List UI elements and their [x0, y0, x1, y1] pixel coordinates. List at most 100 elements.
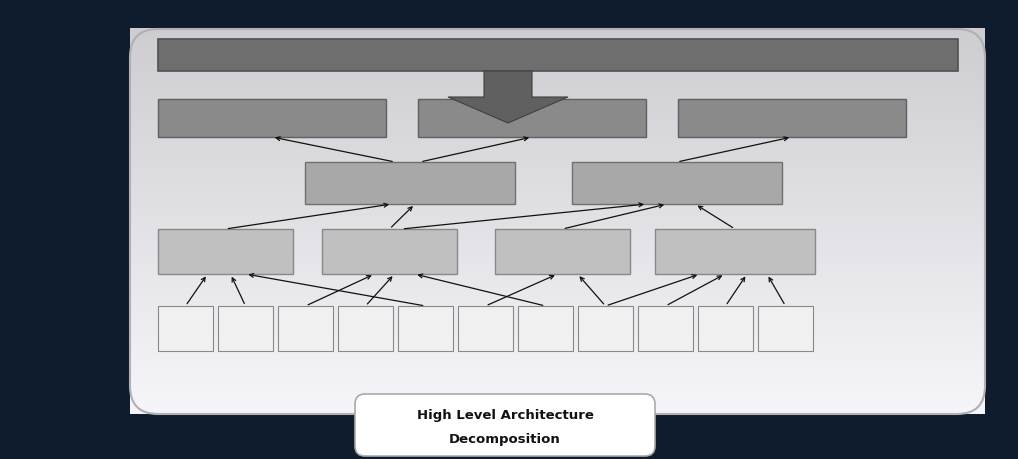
- Bar: [130, 365, 985, 371]
- Bar: [130, 317, 985, 323]
- Bar: [130, 384, 985, 390]
- Bar: [130, 168, 985, 174]
- Bar: [158, 100, 386, 138]
- Bar: [130, 140, 985, 145]
- Bar: [130, 269, 985, 275]
- Bar: [130, 130, 985, 135]
- Bar: [130, 72, 985, 78]
- Bar: [130, 134, 985, 140]
- Bar: [130, 331, 985, 337]
- Bar: [130, 293, 985, 299]
- Bar: [130, 346, 985, 352]
- Bar: [130, 154, 985, 160]
- Bar: [130, 39, 985, 45]
- Bar: [655, 230, 815, 274]
- Bar: [698, 306, 753, 351]
- Bar: [130, 115, 985, 121]
- FancyBboxPatch shape: [355, 394, 655, 456]
- Bar: [130, 298, 985, 304]
- Bar: [130, 230, 985, 236]
- Bar: [130, 264, 985, 270]
- Bar: [130, 159, 985, 164]
- Bar: [130, 250, 985, 256]
- Bar: [130, 192, 985, 198]
- Bar: [130, 183, 985, 188]
- Bar: [130, 375, 985, 381]
- Bar: [130, 144, 985, 150]
- Bar: [130, 308, 985, 313]
- Bar: [130, 312, 985, 318]
- Bar: [418, 100, 646, 138]
- Bar: [130, 284, 985, 289]
- Bar: [338, 306, 393, 351]
- Bar: [130, 351, 985, 357]
- Bar: [130, 29, 985, 35]
- Bar: [130, 202, 985, 207]
- Bar: [130, 394, 985, 400]
- Bar: [130, 341, 985, 347]
- Bar: [130, 360, 985, 366]
- Bar: [578, 306, 633, 351]
- Bar: [130, 235, 985, 241]
- Bar: [130, 106, 985, 112]
- Bar: [130, 48, 985, 54]
- Bar: [130, 62, 985, 68]
- Bar: [678, 100, 906, 138]
- Bar: [495, 230, 630, 274]
- Bar: [130, 101, 985, 107]
- Bar: [130, 173, 985, 179]
- Bar: [130, 389, 985, 395]
- Bar: [130, 380, 985, 385]
- Bar: [130, 327, 985, 332]
- Bar: [130, 212, 985, 217]
- Bar: [130, 322, 985, 328]
- Bar: [398, 306, 453, 351]
- Bar: [130, 77, 985, 83]
- Bar: [305, 162, 515, 205]
- Bar: [130, 221, 985, 227]
- Text: Decomposition: Decomposition: [449, 432, 561, 445]
- Bar: [130, 120, 985, 126]
- Bar: [130, 197, 985, 203]
- Bar: [130, 279, 985, 285]
- Bar: [130, 67, 985, 73]
- Bar: [158, 306, 213, 351]
- Bar: [158, 40, 958, 72]
- Bar: [130, 82, 985, 88]
- Bar: [130, 149, 985, 155]
- Bar: [130, 274, 985, 280]
- Bar: [130, 163, 985, 169]
- Bar: [158, 230, 293, 274]
- Bar: [130, 403, 985, 409]
- Bar: [130, 288, 985, 294]
- Bar: [130, 53, 985, 59]
- Bar: [278, 306, 333, 351]
- Bar: [130, 240, 985, 246]
- Polygon shape: [448, 72, 568, 124]
- Bar: [130, 43, 985, 49]
- Bar: [130, 96, 985, 102]
- Bar: [130, 91, 985, 97]
- Bar: [130, 370, 985, 375]
- Bar: [130, 187, 985, 193]
- Bar: [130, 207, 985, 213]
- Bar: [130, 409, 985, 414]
- Bar: [130, 58, 985, 63]
- Bar: [218, 306, 273, 351]
- Text: High Level Architecture: High Level Architecture: [416, 408, 593, 421]
- Bar: [638, 306, 693, 351]
- Bar: [130, 259, 985, 265]
- Bar: [130, 87, 985, 92]
- Bar: [322, 230, 457, 274]
- Bar: [130, 245, 985, 251]
- Bar: [518, 306, 573, 351]
- Bar: [130, 336, 985, 342]
- Bar: [130, 255, 985, 260]
- Bar: [458, 306, 513, 351]
- Bar: [130, 178, 985, 184]
- Bar: [130, 125, 985, 131]
- Bar: [130, 216, 985, 222]
- Bar: [572, 162, 782, 205]
- Bar: [130, 226, 985, 232]
- Bar: [758, 306, 813, 351]
